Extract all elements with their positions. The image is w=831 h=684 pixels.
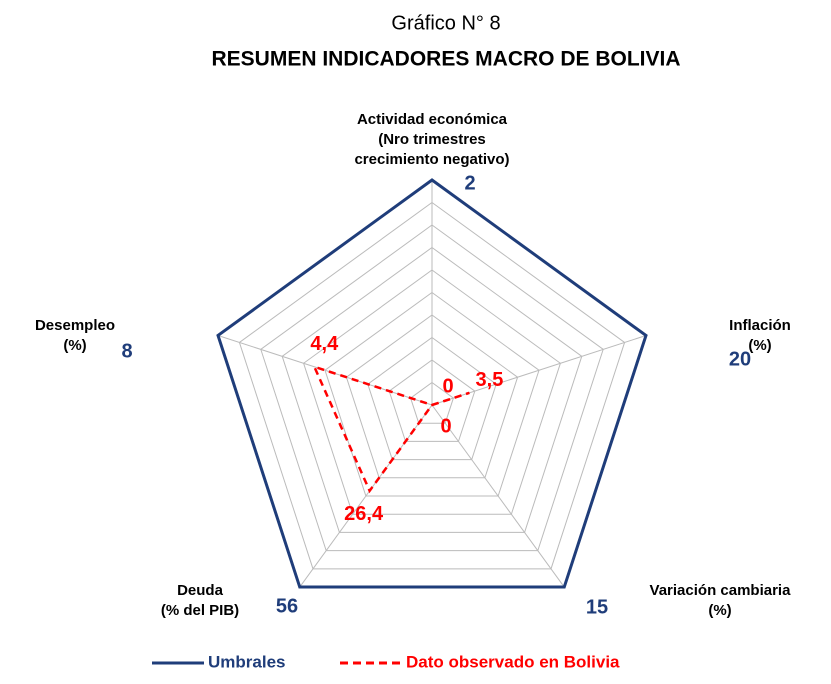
- spoke: [431, 334, 647, 406]
- threshold-label: 56: [276, 595, 298, 617]
- spoke: [299, 404, 433, 588]
- axis-label: crecimiento negativo): [354, 151, 509, 168]
- observed-label: 0: [442, 375, 453, 397]
- observed-label: 4,4: [310, 333, 339, 355]
- grid-ring: [303, 269, 561, 515]
- axis-label: (%): [63, 337, 86, 354]
- observed-polygon: [312, 364, 470, 494]
- chart-title: RESUMEN INDICADORES MACRO DE BOLIVIA: [211, 48, 680, 71]
- threshold-label: 20: [729, 348, 751, 370]
- grid-ring: [410, 381, 454, 424]
- axis-label: Desempleo: [35, 317, 115, 334]
- axis-label: (% del PIB): [161, 602, 239, 619]
- grid-ring: [281, 246, 583, 533]
- threshold-polygon: [216, 178, 648, 589]
- axis-label: (%): [748, 337, 771, 354]
- grid: [217, 179, 647, 588]
- axis-label: Inflación: [729, 317, 791, 334]
- axis-label: Variación cambiaria: [650, 582, 792, 599]
- axis-label: (Nro trimestres: [378, 131, 486, 148]
- grid-ring: [345, 314, 519, 479]
- observed-label: 0: [440, 415, 451, 437]
- axis-label: Deuda: [177, 582, 224, 599]
- grid-ring: [324, 291, 540, 497]
- legend-label: Umbrales: [208, 652, 285, 671]
- observed-label: 26,4: [344, 503, 384, 525]
- legend-label: Dato observado en Bolivia: [406, 652, 620, 671]
- axis-label: Actividad económica: [357, 111, 508, 128]
- observed-label: 3,5: [476, 369, 504, 391]
- grid-ring: [260, 224, 604, 552]
- chart-heading: Gráfico N° 8: [391, 12, 500, 34]
- spoke: [431, 404, 565, 588]
- grid-ring: [388, 359, 476, 442]
- threshold-label: 15: [586, 596, 608, 618]
- spoke: [217, 334, 433, 406]
- axis-label: (%): [708, 602, 731, 619]
- threshold-label: 8: [121, 340, 132, 362]
- grid-ring: [367, 336, 497, 461]
- grid-ring: [238, 201, 626, 570]
- threshold-label: 2: [464, 172, 475, 194]
